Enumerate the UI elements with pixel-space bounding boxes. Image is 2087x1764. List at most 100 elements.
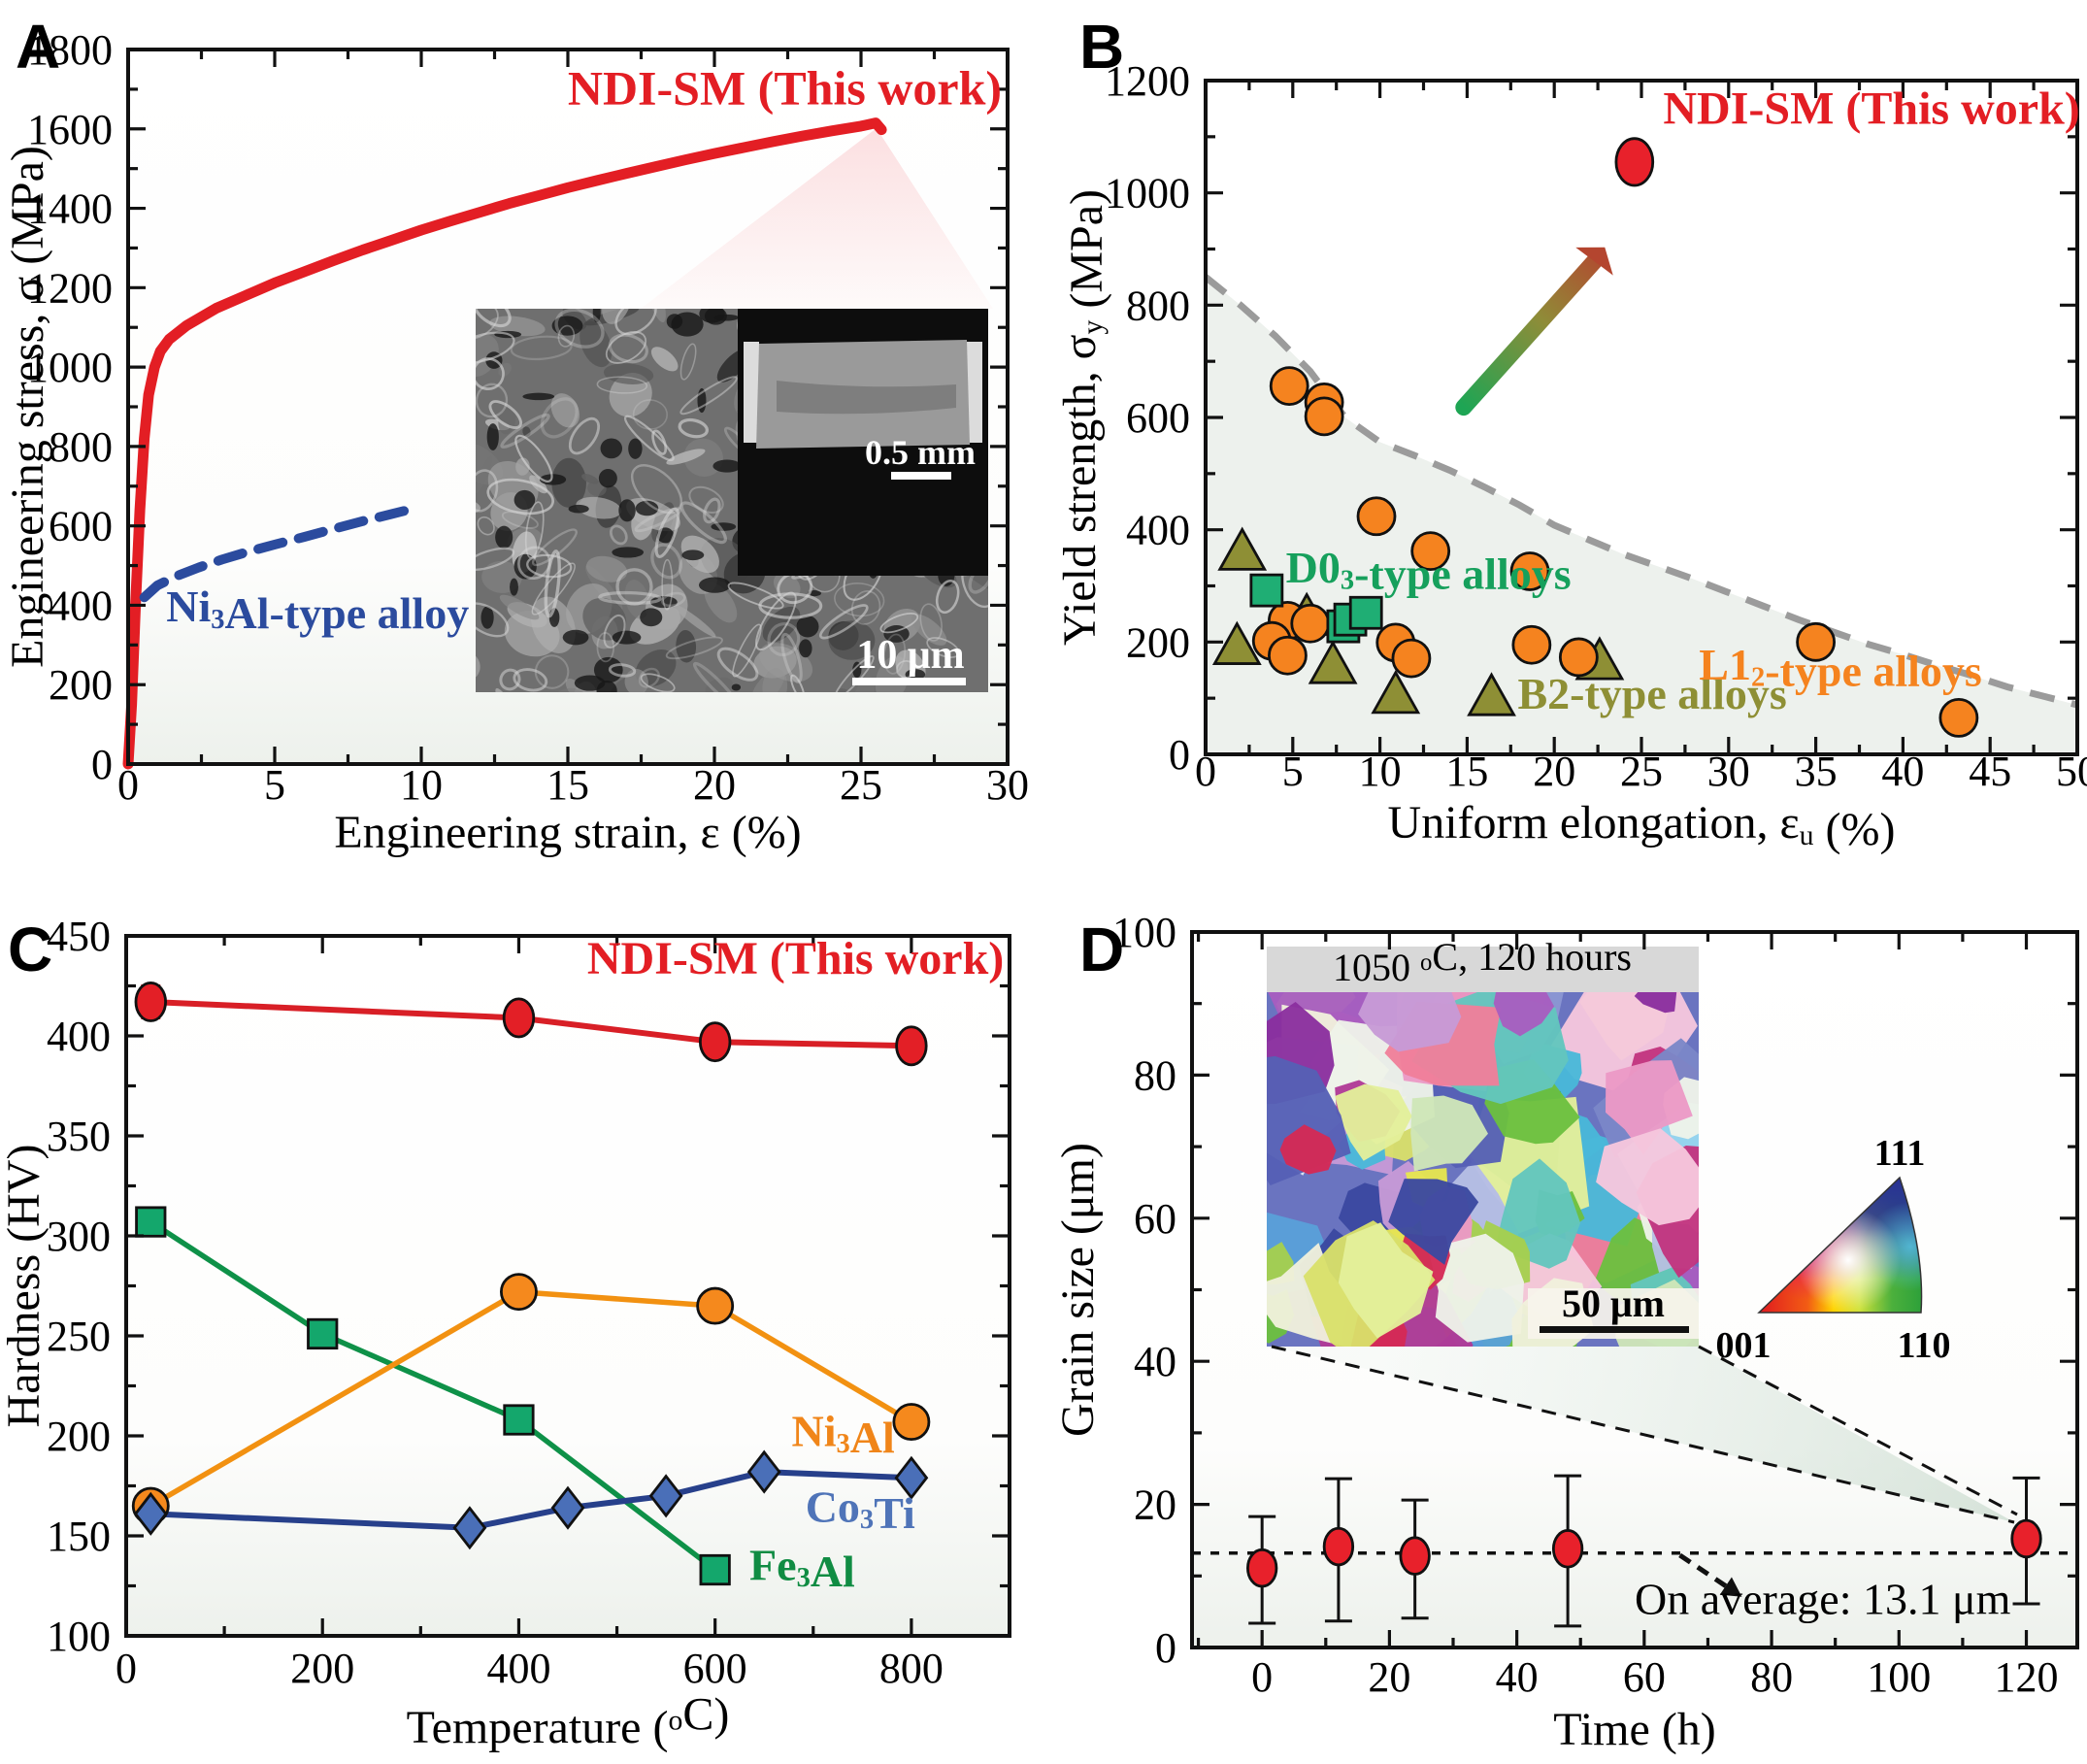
data-point-marker: [1304, 396, 1344, 437]
y-tick-label: 300: [47, 1213, 111, 1260]
y-tick-label: 80: [1134, 1051, 1176, 1099]
panel-title: NDI-SM (This work): [587, 933, 1004, 984]
series-label: Ni3Al-type alloy: [166, 582, 469, 638]
ebsd-scalebar-label: 50 μm: [1562, 1281, 1665, 1325]
y-tick-label: 1200: [1105, 57, 1190, 105]
data-point-marker: [1348, 595, 1383, 630]
x-axis-label: Time (h): [1553, 1704, 1716, 1755]
data-point-marker: [1356, 496, 1397, 537]
data-point-marker: [1410, 531, 1451, 572]
x-tick-label: 400: [486, 1645, 550, 1692]
data-point-marker: [1308, 640, 1358, 684]
y-tick-label: 60: [1134, 1195, 1176, 1243]
y-tick-label: 800: [1126, 282, 1190, 329]
ipf-label-110: 110: [1898, 1325, 1951, 1366]
y-tick-label: 40: [1134, 1338, 1176, 1385]
y-tick-label: 150: [47, 1513, 111, 1560]
y-tick-label: 1200: [27, 264, 113, 312]
data-point-marker: [1269, 366, 1309, 407]
data-point-marker: [892, 1403, 931, 1442]
x-tick-label: 0: [116, 1645, 137, 1692]
scatter-group-3: [1614, 137, 1655, 187]
x-tick-label: 0: [117, 761, 139, 809]
series-line-2: [150, 1469, 912, 1531]
data-point-marker: [1217, 526, 1268, 571]
data-point-marker: [696, 1286, 735, 1325]
x-axis-label: Uniform elongation, εu (%): [1388, 797, 1896, 855]
data-point-marker: [1551, 1529, 1584, 1569]
series-line-1: [149, 1288, 913, 1509]
data-point-marker: [135, 1206, 167, 1238]
plot-frame: [1204, 79, 2079, 756]
y-axis-label: Engineering stress, σ (MPa): [2, 146, 53, 668]
data-point-marker: [1467, 672, 1516, 716]
data-point-marker: [1558, 637, 1599, 678]
data-point-marker: [1246, 1548, 1278, 1588]
data-point-marker: [307, 1317, 339, 1350]
data-point-marker: [1614, 137, 1655, 187]
panel-letter-a: A: [16, 12, 60, 82]
scatter-group-0: [1211, 526, 1625, 716]
panel-title: NDI-SM (This work): [568, 60, 1002, 115]
data-point-marker: [1211, 620, 1262, 665]
data-point-marker: [1322, 1526, 1355, 1567]
y-axis-label: Hardness (HV): [0, 1145, 50, 1428]
y-tick-label: 800: [49, 423, 113, 471]
ebsd-inset: 1050 oC, 120 hours 50 μm: [1267, 935, 1699, 1347]
series-line-0: [122, 117, 887, 770]
data-point-marker: [1249, 573, 1284, 608]
series-label: Ni3Al: [792, 1406, 895, 1462]
y-tick-label: 20: [1134, 1481, 1176, 1529]
zoom-wedge: [641, 128, 993, 309]
improvement-arrow: [1455, 252, 1604, 416]
x-tick-label: 5: [1282, 748, 1304, 795]
scatter-group-1: [1251, 366, 1979, 738]
data-point-marker: [895, 1025, 928, 1067]
group-label: D03-type alloys: [1286, 543, 1572, 599]
data-point-marker: [894, 1455, 929, 1500]
y-tick-label: 400: [1126, 507, 1190, 554]
panel-letter-d: D: [1079, 915, 1124, 984]
data-point-marker: [1399, 1536, 1431, 1576]
trade-off-region: [1206, 277, 2077, 754]
panel-letter-c: C: [8, 915, 52, 984]
x-tick-label: 0: [1251, 1653, 1273, 1701]
data-point-marker: [698, 1021, 732, 1063]
group-label: L12-type alloys: [1699, 640, 1982, 696]
x-tick-label: 40: [1496, 1653, 1539, 1701]
x-tick-label: 10: [400, 761, 443, 809]
y-axis-label: Yield strength, σy (MPa): [1054, 189, 1112, 646]
x-tick-label: 200: [290, 1645, 354, 1692]
ipf-label-001: 001: [1716, 1325, 1772, 1366]
x-tick-label: 120: [1995, 1653, 2059, 1701]
x-tick-label: 100: [1867, 1653, 1931, 1701]
sem-inset: 0.5 mm 10 μm: [476, 309, 988, 692]
x-tick-label: 60: [1623, 1653, 1666, 1701]
y-tick-label: 400: [47, 1013, 111, 1060]
ipf-color-key: 111 001 110: [1716, 1133, 1951, 1366]
data-point-marker: [502, 997, 536, 1039]
data-point-marker: [1391, 638, 1432, 679]
data-point-marker: [452, 1506, 487, 1550]
y-tick-label: 1600: [27, 106, 113, 153]
panel-title: NDI-SM (This work): [1663, 83, 2079, 135]
data-point-marker: [1938, 698, 1979, 738]
ipf-label-111: 111: [1874, 1133, 1926, 1174]
series-line-0: [149, 1219, 717, 1573]
y-tick-label: 250: [47, 1313, 111, 1360]
series-markers-0: [135, 1206, 731, 1586]
data-point-marker: [1268, 635, 1308, 676]
panel-letter-b: B: [1079, 12, 1124, 82]
x-tick-label: 80: [1750, 1653, 1793, 1701]
sem-fractograph-image: [476, 309, 988, 692]
data-point-marker: [550, 1485, 585, 1530]
data-point-marker: [1796, 621, 1836, 662]
series-label: Co3Ti: [806, 1482, 915, 1539]
x-tick-label: 600: [683, 1645, 747, 1692]
scalebar-label-main: 10 μm: [856, 633, 964, 678]
data-point-marker: [134, 982, 167, 1022]
x-axis-label: Temperature (oC): [407, 1689, 730, 1753]
